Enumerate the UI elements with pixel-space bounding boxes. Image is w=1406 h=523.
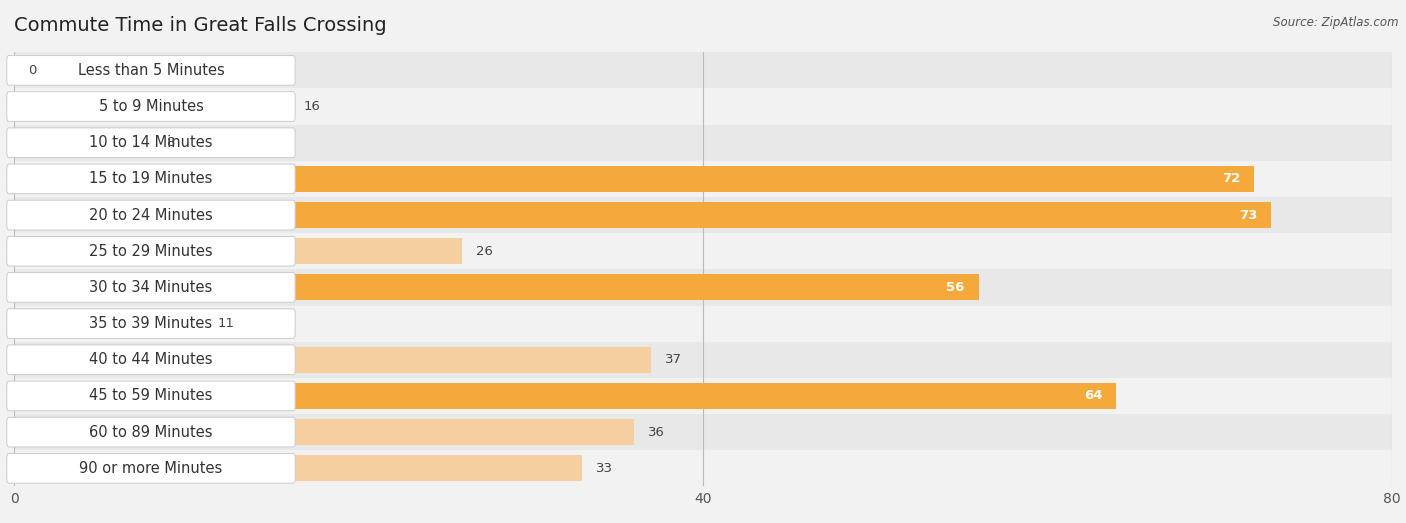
Text: 8: 8 xyxy=(166,136,174,149)
FancyBboxPatch shape xyxy=(7,55,295,85)
FancyBboxPatch shape xyxy=(7,417,295,447)
FancyBboxPatch shape xyxy=(7,309,295,338)
Text: Commute Time in Great Falls Crossing: Commute Time in Great Falls Crossing xyxy=(14,16,387,35)
Bar xyxy=(14,378,1392,414)
Text: Less than 5 Minutes: Less than 5 Minutes xyxy=(77,63,225,78)
Text: 45 to 59 Minutes: 45 to 59 Minutes xyxy=(90,389,212,403)
Text: 10 to 14 Minutes: 10 to 14 Minutes xyxy=(89,135,212,150)
Bar xyxy=(14,202,1271,228)
Text: 15 to 19 Minutes: 15 to 19 Minutes xyxy=(90,172,212,186)
FancyBboxPatch shape xyxy=(7,128,295,157)
Text: 25 to 29 Minutes: 25 to 29 Minutes xyxy=(89,244,212,259)
Text: 0: 0 xyxy=(28,64,37,77)
Text: 35 to 39 Minutes: 35 to 39 Minutes xyxy=(90,316,212,331)
FancyBboxPatch shape xyxy=(7,345,295,374)
Text: 64: 64 xyxy=(1084,390,1102,403)
Bar xyxy=(14,419,634,445)
Bar xyxy=(14,52,1392,88)
Bar xyxy=(14,383,1116,409)
Text: 30 to 34 Minutes: 30 to 34 Minutes xyxy=(90,280,212,295)
FancyBboxPatch shape xyxy=(7,272,295,302)
Text: 20 to 24 Minutes: 20 to 24 Minutes xyxy=(89,208,212,223)
Bar xyxy=(14,450,1392,486)
Bar xyxy=(14,311,204,337)
Bar xyxy=(14,347,651,373)
Bar xyxy=(14,275,979,300)
FancyBboxPatch shape xyxy=(7,453,295,483)
Bar xyxy=(14,456,582,481)
Bar xyxy=(14,166,1254,192)
Text: 16: 16 xyxy=(304,100,321,113)
Bar xyxy=(14,197,1392,233)
Bar xyxy=(14,233,1392,269)
Text: 40 to 44 Minutes: 40 to 44 Minutes xyxy=(89,353,212,367)
Bar xyxy=(14,88,1392,124)
Bar xyxy=(14,414,1392,450)
Bar xyxy=(14,305,1392,342)
FancyBboxPatch shape xyxy=(7,164,295,194)
Text: 5 to 9 Minutes: 5 to 9 Minutes xyxy=(98,99,204,114)
Bar xyxy=(14,161,1392,197)
FancyBboxPatch shape xyxy=(7,236,295,266)
Text: 36: 36 xyxy=(648,426,665,439)
FancyBboxPatch shape xyxy=(7,381,295,411)
Bar xyxy=(14,342,1392,378)
Text: 56: 56 xyxy=(946,281,965,294)
Text: 90 or more Minutes: 90 or more Minutes xyxy=(79,461,222,476)
Text: 73: 73 xyxy=(1239,209,1257,222)
Bar xyxy=(14,124,1392,161)
FancyBboxPatch shape xyxy=(7,92,295,121)
Bar xyxy=(14,130,152,156)
Bar xyxy=(14,238,463,264)
Text: 72: 72 xyxy=(1222,173,1240,186)
Text: 37: 37 xyxy=(665,353,682,366)
Bar xyxy=(14,94,290,120)
Bar xyxy=(14,269,1392,305)
Text: 60 to 89 Minutes: 60 to 89 Minutes xyxy=(89,425,212,440)
Text: 33: 33 xyxy=(596,462,613,475)
Text: 11: 11 xyxy=(218,317,235,330)
Text: Source: ZipAtlas.com: Source: ZipAtlas.com xyxy=(1274,16,1399,29)
FancyBboxPatch shape xyxy=(7,200,295,230)
Text: 26: 26 xyxy=(475,245,492,258)
